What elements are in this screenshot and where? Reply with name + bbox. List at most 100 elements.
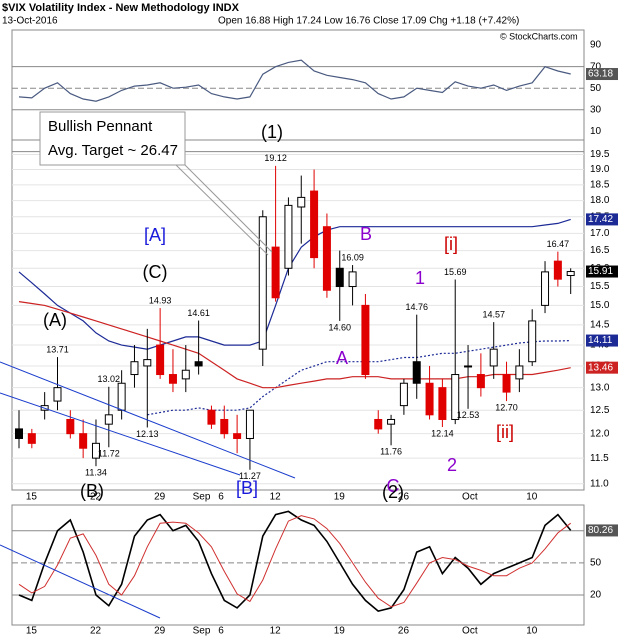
price-label: 13.71 <box>46 344 69 354</box>
y-tick-label: 17.0 <box>590 228 610 239</box>
value-tag <box>586 524 618 537</box>
x-tick-label: 19 <box>334 626 346 637</box>
quote: Open 16.88 High 17.24 Low 16.76 Close 17… <box>218 16 519 27</box>
callout-text: Bullish Pennant <box>48 118 153 135</box>
y-tick-label: 11.0 <box>590 478 609 489</box>
x-tick-label: Sep <box>193 626 211 637</box>
value-tag <box>586 361 618 374</box>
callout-pointer <box>181 161 273 253</box>
x-tick-label: 29 <box>154 626 166 637</box>
x-tick-label: 26 <box>398 492 410 503</box>
candle-body <box>258 216 267 350</box>
callout-pointer <box>175 164 269 256</box>
price-label: 16.47 <box>547 239 570 249</box>
candle-body <box>387 418 396 425</box>
value-tag-label: 17.42 <box>588 214 613 225</box>
candle-body <box>476 374 485 389</box>
price-label: 19.12 <box>264 153 287 163</box>
wave-label: (B) <box>80 481 104 501</box>
x-tick-label: Sep <box>193 492 211 503</box>
candle-body <box>284 204 293 269</box>
candle-body <box>245 409 254 439</box>
wave-label: [ii] <box>496 422 514 442</box>
plot-layer: 103050709063.1811.011.512.012.513.013.51… <box>12 40 618 637</box>
series-line <box>18 515 572 608</box>
price-label: 16.09 <box>341 252 364 262</box>
candle-body <box>361 304 370 376</box>
x-tick-label: 19 <box>334 492 346 503</box>
candle-body <box>464 365 473 368</box>
candle-body <box>566 271 575 277</box>
wave-label: 1 <box>415 268 425 288</box>
candle-body <box>425 382 434 416</box>
price-label: 12.70 <box>495 402 518 412</box>
y-tick-label: 12.0 <box>590 428 610 439</box>
candle-body <box>451 374 460 420</box>
candle-body <box>207 409 216 425</box>
x-tick-label: 6 <box>218 626 224 637</box>
candle-body <box>335 267 344 288</box>
value-tag <box>586 334 618 347</box>
wave-label: [i] <box>444 234 458 254</box>
price-label: 11.34 <box>85 468 107 478</box>
price-label: 12.14 <box>431 428 454 438</box>
value-tag <box>586 265 618 278</box>
wave-label: (A) <box>43 310 67 330</box>
price-label: 14.61 <box>187 308 210 318</box>
y-tick-label: 14.5 <box>590 320 610 331</box>
price-label: 14.93 <box>149 295 172 305</box>
value-tag-label: 15.91 <box>588 266 613 277</box>
y-tick-label: 11.5 <box>590 453 609 464</box>
candle-body <box>66 418 75 435</box>
y-tick-label: 19.5 <box>590 149 610 160</box>
candle-body <box>181 369 190 380</box>
candle-body <box>553 260 562 280</box>
candle-body <box>91 442 100 459</box>
x-tick-label: 10 <box>526 492 538 503</box>
candle-body <box>53 387 62 402</box>
trend-line <box>0 392 241 476</box>
candle-body <box>541 271 550 306</box>
price-label: 11.27 <box>239 471 261 481</box>
value-tag-label: 13.46 <box>588 362 613 373</box>
y-tick-label: 70 <box>590 61 602 72</box>
x-tick-label: 12 <box>270 492 282 503</box>
candle-body <box>489 348 498 367</box>
x-tick-label: 6 <box>218 492 224 503</box>
y-tick-label: 19.0 <box>590 164 610 175</box>
candle-body <box>27 433 36 444</box>
x-tick-label: 26 <box>398 626 410 637</box>
x-tick-label: 10 <box>526 626 538 637</box>
candle-body <box>297 196 306 208</box>
x-tick-label: 22 <box>90 492 102 503</box>
candle-body <box>117 382 126 411</box>
y-tick-label: 16.5 <box>590 245 610 256</box>
candle-body <box>502 374 511 393</box>
y-tick-label: 30 <box>590 104 602 115</box>
trend-line <box>0 361 296 479</box>
wave-label: (1) <box>261 122 283 142</box>
series-line <box>18 510 572 612</box>
candle-body <box>399 382 408 407</box>
y-tick-label: 15.0 <box>590 300 610 311</box>
price-label: 14.76 <box>405 302 428 312</box>
candle-body <box>374 418 383 430</box>
value-tag <box>586 68 618 81</box>
x-tick-label: 29 <box>154 492 166 503</box>
candle-body <box>220 418 229 435</box>
wave-label: C <box>387 476 400 496</box>
callout-text: Avg. Target ~ 26.47 <box>48 142 178 159</box>
candle-body <box>322 226 331 291</box>
wave-label: (2) <box>382 482 404 502</box>
wave-label: A <box>336 348 348 368</box>
credit: © StockCharts.com <box>500 31 578 41</box>
wave-label: 2 <box>447 455 457 475</box>
candle-body <box>143 359 152 367</box>
series-line <box>18 59 571 102</box>
candle-body <box>515 365 524 380</box>
stoch-panel <box>11 504 585 626</box>
wave-label: (C) <box>143 262 168 282</box>
value-tag-label: 80.26 <box>588 525 613 536</box>
candle-body <box>79 433 88 449</box>
y-tick-label: 10 <box>590 126 602 137</box>
